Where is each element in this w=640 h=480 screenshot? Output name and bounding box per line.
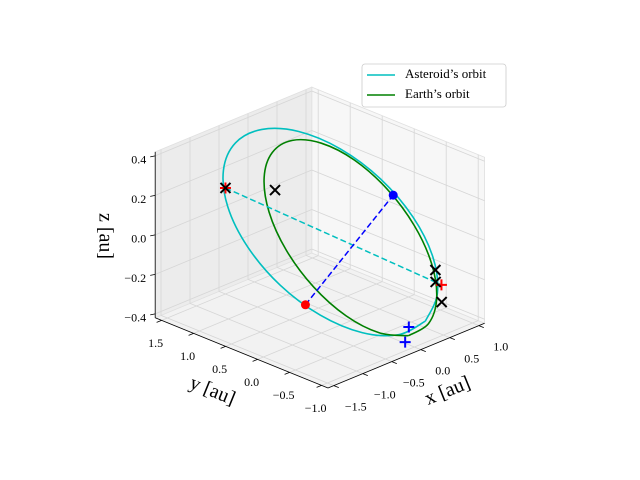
x-tick-label: 0.5 [464,351,479,365]
y-tick-label: 1.0 [180,349,195,363]
grid-line [225,281,383,347]
point-marker [388,190,398,200]
x-axis-line [327,322,485,389]
legend-label: Asteroid’s orbit [405,66,487,81]
grid-line [161,255,319,321]
grid-line [155,209,312,275]
tick-mark [150,273,156,276]
grid-line [289,307,447,373]
grid-line [155,248,312,315]
x-tick-label: −1.0 [374,387,396,401]
y-tick-label: −1.0 [305,401,327,415]
tick-mark [150,155,156,158]
tick-mark [150,234,156,237]
legend-label: Earth’s orbit [405,86,470,101]
x-marker [269,184,281,196]
tick-mark [333,385,339,388]
grid-line [257,294,415,360]
grid-line [321,320,479,386]
grid-line [193,268,351,334]
orbit-line [222,127,439,337]
plot-area [219,127,448,348]
tick-mark [316,385,322,388]
grid-line [155,130,312,196]
point-marker [300,300,310,310]
y-axis-line [155,317,329,389]
x-marker [429,264,442,276]
grid-line [247,279,421,350]
y-tick-label: −0.5 [273,388,295,402]
x-marker [429,276,442,288]
tick-mark [391,361,397,364]
tick-mark [150,194,156,197]
x-tick-label: 1.0 [493,339,508,353]
tick-mark [156,320,162,323]
tick-mark [478,325,484,328]
plus-marker [399,336,411,348]
x-marker [219,182,232,194]
tick-mark [362,373,368,376]
dashed-link [304,194,394,306]
tick-mark [252,359,258,362]
grid-line [311,130,485,202]
plus-marker [403,321,415,333]
dashed-link [225,187,442,286]
tick-mark [284,372,290,375]
x-tick-label: 0.0 [435,363,450,377]
y-axis-label: y [au] [187,372,239,410]
grid-line [311,169,485,241]
grid [155,89,485,386]
tick-mark [220,346,226,349]
x-marker [435,296,448,308]
grid-line [160,315,334,386]
z-tick-label: 0.4 [131,153,146,167]
y-tick-label: 0.0 [244,375,259,389]
grid-line [218,291,392,362]
grid-line [155,169,312,236]
x-axis-label: x [au] [421,372,473,410]
orbit-line [263,138,438,337]
x-tick-label: −1.5 [345,399,367,413]
z-tick-label: −0.4 [124,311,146,325]
y-tick-label: 0.5 [212,362,227,376]
grid-line [155,90,312,157]
tick-mark [420,349,426,352]
z-tick-label: 0.0 [131,232,146,246]
legend-box [361,63,507,108]
legend: Asteroid’s orbit Earth’s orbit [361,63,507,108]
z-tick-label: −0.2 [124,271,146,285]
tick-mark [449,337,455,340]
grid-line [189,303,363,374]
tick-mark [150,313,156,316]
grid-line [311,90,485,162]
z-tick-label: 0.2 [131,192,146,206]
grid-line [311,209,485,281]
z-axis-label: z [au] [94,213,116,259]
panes [154,86,486,389]
y-tick-label: 1.5 [148,336,163,350]
x-tick-label: −0.5 [403,375,425,389]
tick-mark [188,333,194,336]
